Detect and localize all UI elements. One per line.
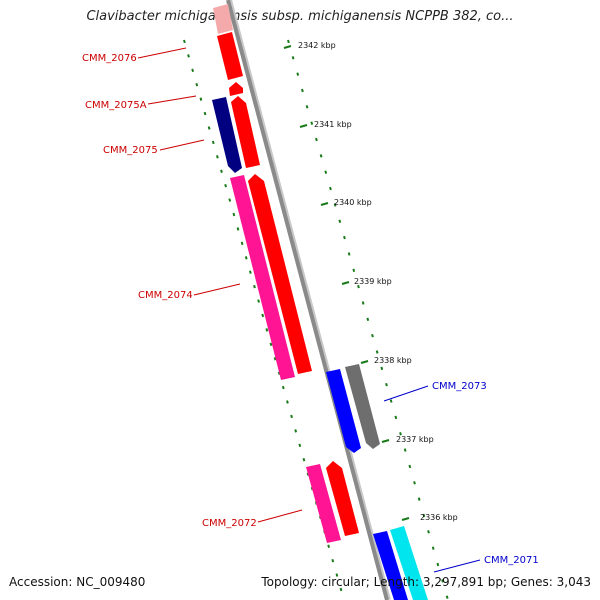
feature-cmm-2075-reverse[interactable] [212,97,242,173]
gene-labels: CMM_2076 CMM_2075A CMM_2075 CMM_2074 CMM_207… [82,47,539,573]
scale-label: 2340 kbp [334,198,372,207]
scale-label: 2342 kbp [298,41,336,50]
major-tick [320,202,329,206]
major-tick [283,45,292,49]
feature-cmm-2074[interactable] [230,175,295,380]
accession-text: Accession: NC_009480 [9,575,146,589]
gene-label-leader [137,47,187,59]
gene-label-leader [147,95,197,105]
gene-label[interactable]: CMM_2072 [202,518,257,529]
scale-label: 2341 kbp [314,120,352,129]
scale-label: 2339 kbp [354,277,392,286]
outer-ruler-guide [287,39,449,600]
major-tick [341,281,350,285]
scale-labels: 2342 kbp 2341 kbp 2340 kbp 2339 kbp 2338 kbp… [283,41,458,522]
scale-label: 2338 kbp [374,356,412,365]
gene-label-leader [159,139,205,151]
backbone [226,0,389,600]
feature-cmm-2073[interactable] [326,369,361,453]
feature-cmm-2071-cyan[interactable] [390,526,428,600]
feature-cmm-2072[interactable] [306,464,341,543]
feature-cmm-2076[interactable] [217,32,243,80]
summary-text: Topology: circular; Length: 3,297,891 bp… [261,575,591,589]
gene-label-leader [383,385,429,402]
major-tick [360,360,369,364]
feature-cmm-2075a[interactable] [229,82,243,96]
gene-label[interactable]: CMM_2074 [138,290,193,301]
feature-cmm-2074-fwd[interactable] [248,174,312,374]
feature-cmm-2075[interactable] [231,96,260,168]
scale-label: 2337 kbp [396,435,434,444]
major-tick [381,439,390,443]
gene-label-leader [433,559,481,573]
major-tick [299,124,308,128]
gene-label[interactable]: CMM_2073 [432,381,487,392]
feature-pseudo[interactable] [345,364,380,449]
map-title: Clavibacter michiganensis subsp. michiga… [86,9,514,24]
feature-cmm-2071[interactable] [373,531,408,600]
gene-label[interactable]: CMM_2075A [85,100,147,111]
major-tick [401,517,410,521]
gene-label[interactable]: CMM_2071 [484,555,539,566]
feature-cmm-2076-faded[interactable] [213,4,233,34]
gene-label[interactable]: CMM_2075 [103,145,158,156]
gene-label-leader [193,283,241,296]
gene-label-leader [257,509,303,523]
gene-label[interactable]: CMM_2076 [82,53,137,64]
feature-cmm-2072-fwd[interactable] [326,461,359,536]
scale-label: 2336 kbp [420,513,458,522]
